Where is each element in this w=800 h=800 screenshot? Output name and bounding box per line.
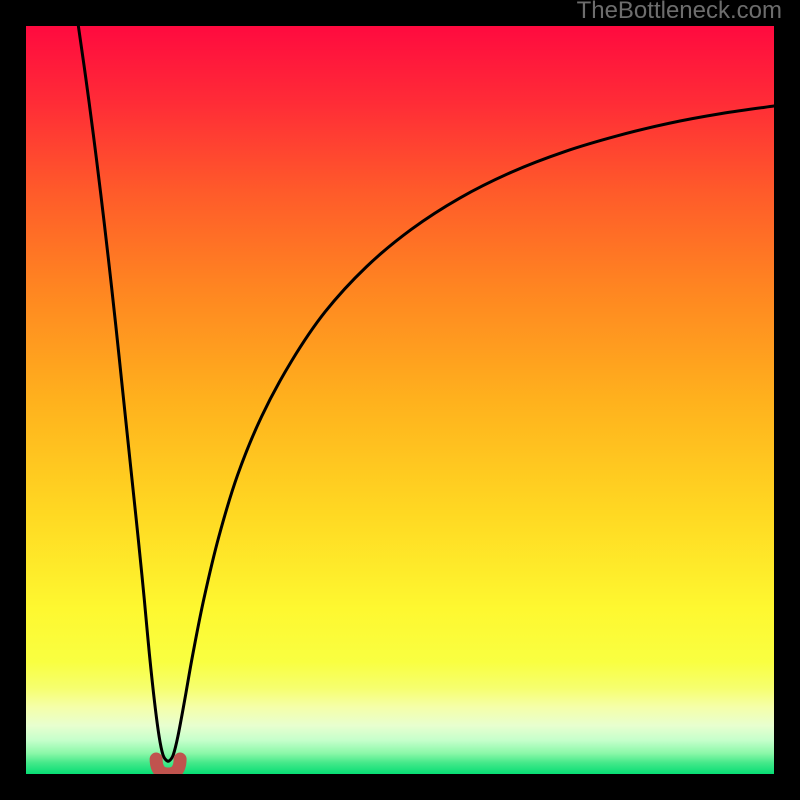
chart-svg (26, 26, 774, 774)
plot-area (26, 26, 774, 774)
gradient-background (26, 26, 774, 774)
watermark-text: TheBottleneck.com (577, 0, 782, 22)
chart-stage: TheBottleneck.com (0, 0, 800, 800)
